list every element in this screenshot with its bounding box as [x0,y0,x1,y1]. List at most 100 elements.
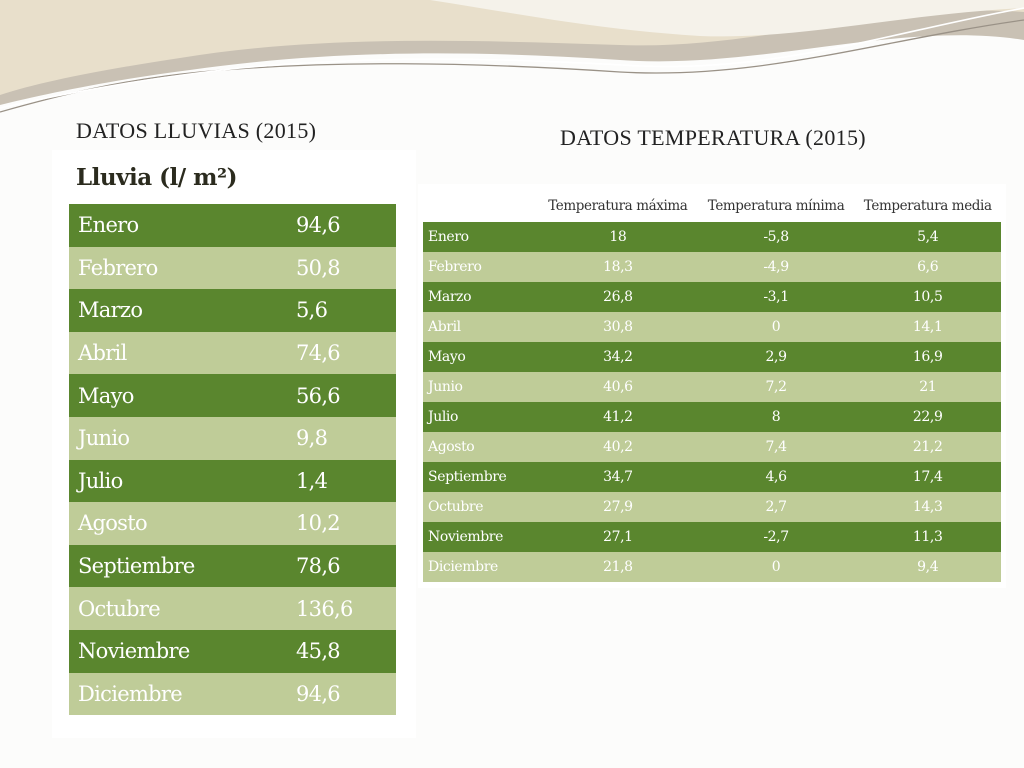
temperature-avg-cell: 14,1 [854,312,1001,342]
rain-row: Diciembre 94,6 [69,672,396,716]
rain-row: Enero 94,6 [69,204,396,247]
rain-value-cell: 56,6 [296,374,396,417]
temperature-avg-cell: 21 [854,372,1001,402]
temperature-avg-cell: 5,4 [854,222,1001,252]
temperature-row: Junio 40,6 7,2 21 [423,372,1001,402]
month-column-header [423,190,538,222]
temperature-min-cell: -3,1 [697,282,855,312]
temperature-month-cell: Octubre [423,492,538,522]
temperature-avg-cell: 10,5 [854,282,1001,312]
temperature-month-cell: Septiembre [423,462,538,492]
rain-row: Marzo 5,6 [69,289,396,332]
rain-row: Agosto 10,2 [69,502,396,545]
temperature-min-cell: 0 [697,552,855,582]
temperature-row: Noviembre 27,1 -2,7 11,3 [423,522,1001,552]
temperature-row: Septiembre 34,7 4,6 17,4 [423,462,1001,492]
rain-table-header: Lluvia (l/ m²) [76,164,237,191]
temperature-avg-cell: 9,4 [854,552,1001,582]
rain-value-cell: 94,6 [296,672,396,716]
rain-row: Noviembre 45,8 [69,629,396,673]
temperature-month-cell: Julio [423,402,538,432]
temperature-min-cell: 2,9 [697,342,855,372]
rain-month-cell: Febrero [69,246,296,290]
rain-row: Septiembre 78,6 [69,544,396,588]
temperature-max-cell: 41,2 [538,402,698,432]
temperature-row: Mayo 34,2 2,9 16,9 [423,342,1001,372]
temperature-row: Diciembre 21,8 0 9,4 [423,552,1001,582]
rain-month-cell: Diciembre [69,672,296,716]
temperature-min-cell: 0 [697,312,855,342]
temperature-min-cell: 8 [697,402,855,432]
rain-month-cell: Enero [69,204,296,247]
temperature-min-cell: -5,8 [697,222,855,252]
decorative-banner [0,0,1024,113]
rain-value-cell: 45,8 [296,629,396,673]
temperature-avg-cell: 22,9 [854,402,1001,432]
temperature-avg-cell: 21,2 [854,432,1001,462]
temperature-min-cell: -2,7 [697,522,855,552]
temperature-max-cell: 40,6 [538,372,698,402]
temperature-avg-cell: 14,3 [854,492,1001,522]
temperature-min-cell: 4,6 [697,462,855,492]
temperature-max-cell: 18 [538,222,698,252]
temperature-month-cell: Junio [423,372,538,402]
temperature-month-cell: Enero [423,222,538,252]
temperature-month-cell: Mayo [423,342,538,372]
rain-row: Octubre 136,6 [69,587,396,630]
rain-title: DATOS LLUVIAS (2015) [76,118,317,143]
rain-table: Enero 94,6 Febrero 50,8 Marzo 5,6 Abril 74,6 May… [69,204,396,716]
rain-row: Junio 9,8 [69,416,396,460]
temperature-max-cell: 27,9 [538,492,698,522]
temperature-max-cell: 18,3 [538,252,698,282]
temperature-month-cell: Noviembre [423,522,538,552]
temperature-month-cell: Abril [423,312,538,342]
temperature-month-cell: Febrero [423,252,538,282]
rain-month-cell: Marzo [69,289,296,332]
temperature-month-cell: Agosto [423,432,538,462]
rain-month-cell: Mayo [69,374,296,417]
temperature-max-cell: 34,2 [538,342,698,372]
temperature-row: Julio 41,2 8 22,9 [423,402,1001,432]
temperature-table: Temperatura máxima Temperatura mínima Te… [423,190,1001,582]
column-header-max: Temperatura máxima [548,198,688,214]
rain-row: Febrero 50,8 [69,246,396,290]
temperature-month-cell: Marzo [423,282,538,312]
rain-row: Abril 74,6 [69,331,396,375]
rain-row: Mayo 56,6 [69,374,396,417]
rain-value-cell: 9,8 [296,416,396,460]
rain-month-cell: Noviembre [69,629,296,673]
temperature-max-cell: 30,8 [538,312,698,342]
temperature-row: Octubre 27,9 2,7 14,3 [423,492,1001,522]
column-header-min: Temperatura mínima [707,198,845,214]
rain-value-cell: 50,8 [296,246,396,290]
temperature-row: Marzo 26,8 -3,1 10,5 [423,282,1001,312]
temperature-min-cell: 2,7 [697,492,855,522]
temperature-avg-cell: 16,9 [854,342,1001,372]
temperature-row: Agosto 40,2 7,4 21,2 [423,432,1001,462]
rain-value-cell: 1,4 [296,459,396,503]
rain-month-cell: Agosto [69,502,296,545]
temperature-min-cell: 7,2 [697,372,855,402]
temperature-avg-cell: 11,3 [854,522,1001,552]
rain-value-cell: 136,6 [296,587,396,630]
temperature-avg-cell: 6,6 [854,252,1001,282]
temperature-min-cell: 7,4 [697,432,855,462]
rain-value-cell: 5,6 [296,289,396,332]
rain-value-cell: 78,6 [296,544,396,588]
rain-month-cell: Junio [69,416,296,460]
temperature-max-cell: 40,2 [538,432,698,462]
rain-month-cell: Septiembre [69,544,296,588]
column-header-avg: Temperatura media [863,198,992,214]
temperature-max-cell: 26,8 [538,282,698,312]
temperature-title: DATOS TEMPERATURA (2015) [560,125,866,150]
rain-row: Julio 1,4 [69,459,396,503]
rain-table-panel: Lluvia (l/ m²) Enero 94,6 Febrero 50,8 Marzo… [52,150,416,738]
temperature-row: Febrero 18,3 -4,9 6,6 [423,252,1001,282]
temperature-max-cell: 27,1 [538,522,698,552]
rain-month-cell: Abril [69,331,296,375]
rain-value-cell: 10,2 [296,502,396,545]
rain-value-cell: 94,6 [296,204,396,247]
temperature-row: Abril 30,8 0 14,1 [423,312,1001,342]
temperature-row: Enero 18 -5,8 5,4 [423,222,1001,252]
temperature-max-cell: 21,8 [538,552,698,582]
